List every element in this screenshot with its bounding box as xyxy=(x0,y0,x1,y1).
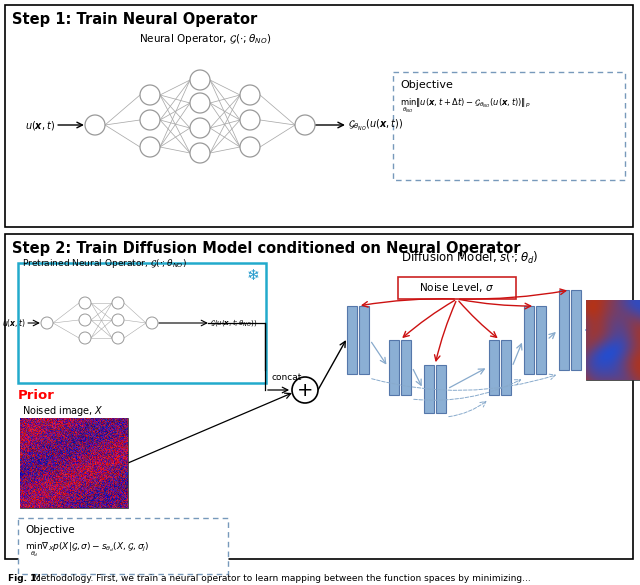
Circle shape xyxy=(190,118,210,138)
Text: $s_{\theta_d}(X,\mathcal{G},\sigma)$: $s_{\theta_d}(X,\mathcal{G},\sigma)$ xyxy=(604,324,640,337)
Text: concat: concat xyxy=(272,373,302,382)
Circle shape xyxy=(79,297,91,309)
Text: Noise Level, $\sigma$: Noise Level, $\sigma$ xyxy=(419,281,495,294)
Bar xyxy=(571,290,581,370)
Bar xyxy=(536,306,546,374)
Bar xyxy=(398,277,516,299)
Bar xyxy=(389,340,399,395)
Bar xyxy=(501,340,511,395)
Text: +: + xyxy=(297,381,313,401)
Bar xyxy=(586,300,640,380)
Bar xyxy=(18,263,266,383)
Bar xyxy=(393,72,625,180)
Bar xyxy=(18,518,228,574)
Text: $\min_{\theta_d}\nabla_X p(X|\mathcal{G},\sigma)-s_{\theta_d}(X,\mathcal{G},\sig: $\min_{\theta_d}\nabla_X p(X|\mathcal{G}… xyxy=(25,540,150,559)
Circle shape xyxy=(240,110,260,130)
Circle shape xyxy=(292,377,318,403)
Text: Step 1: Train Neural Operator: Step 1: Train Neural Operator xyxy=(12,12,257,27)
Circle shape xyxy=(140,85,160,105)
Circle shape xyxy=(295,115,315,135)
Circle shape xyxy=(240,137,260,157)
Bar xyxy=(559,290,569,370)
Circle shape xyxy=(140,137,160,157)
Bar xyxy=(436,365,446,413)
Text: Objective: Objective xyxy=(400,80,453,90)
Text: $\mathcal{G}(u(\boldsymbol{x},t;\theta_{NO}))$: $\mathcal{G}(u(\boldsymbol{x},t;\theta_{… xyxy=(210,318,257,329)
Bar xyxy=(20,418,128,508)
Text: ❄: ❄ xyxy=(246,268,259,283)
Text: Fig. 1:: Fig. 1: xyxy=(8,574,40,583)
Circle shape xyxy=(190,93,210,113)
Circle shape xyxy=(112,332,124,344)
Bar xyxy=(347,306,357,374)
Text: $u(\boldsymbol{x},t)$: $u(\boldsymbol{x},t)$ xyxy=(25,119,55,132)
Text: $\mathcal{G}_{\theta_{NO}}(u(\boldsymbol{x},t))$: $\mathcal{G}_{\theta_{NO}}(u(\boldsymbol… xyxy=(348,118,403,133)
Circle shape xyxy=(190,70,210,90)
Circle shape xyxy=(79,314,91,326)
Circle shape xyxy=(112,297,124,309)
Bar xyxy=(401,340,411,395)
Circle shape xyxy=(190,143,210,163)
Bar xyxy=(5,5,633,227)
Bar xyxy=(359,306,369,374)
Circle shape xyxy=(79,332,91,344)
Circle shape xyxy=(140,110,160,130)
Circle shape xyxy=(41,317,53,329)
Text: Methodology. First, we train a neural operator to learn mapping between the func: Methodology. First, we train a neural op… xyxy=(33,574,531,583)
Bar xyxy=(5,234,633,559)
Text: $u(\boldsymbol{x},t)$: $u(\boldsymbol{x},t)$ xyxy=(2,317,26,329)
Text: Step 2: Train Diffusion Model conditioned on Neural Operator: Step 2: Train Diffusion Model conditione… xyxy=(12,241,520,256)
Text: Neural Operator, $\mathcal{G}(\cdot;\theta_{NO})$: Neural Operator, $\mathcal{G}(\cdot;\the… xyxy=(139,32,271,46)
Bar xyxy=(489,340,499,395)
Circle shape xyxy=(240,85,260,105)
Text: Diffusion Model, $s(\cdot;\theta_d)$: Diffusion Model, $s(\cdot;\theta_d)$ xyxy=(401,250,539,266)
Text: Pretrained Neural Operator, $\mathcal{G}(\cdot;\theta_{NO})$: Pretrained Neural Operator, $\mathcal{G}… xyxy=(22,257,187,270)
Circle shape xyxy=(85,115,105,135)
Circle shape xyxy=(112,314,124,326)
Text: Noised image, $X$: Noised image, $X$ xyxy=(22,404,104,418)
Text: $\min_{\theta_{NO}}\|u(\boldsymbol{x},t+\Delta t)-\mathcal{G}_{\theta_{NO}}(u(\b: $\min_{\theta_{NO}}\|u(\boldsymbol{x},t+… xyxy=(400,96,531,115)
Bar xyxy=(524,306,534,374)
Text: Prior: Prior xyxy=(18,389,55,402)
Circle shape xyxy=(146,317,158,329)
Bar xyxy=(424,365,434,413)
Text: Objective: Objective xyxy=(25,525,75,535)
